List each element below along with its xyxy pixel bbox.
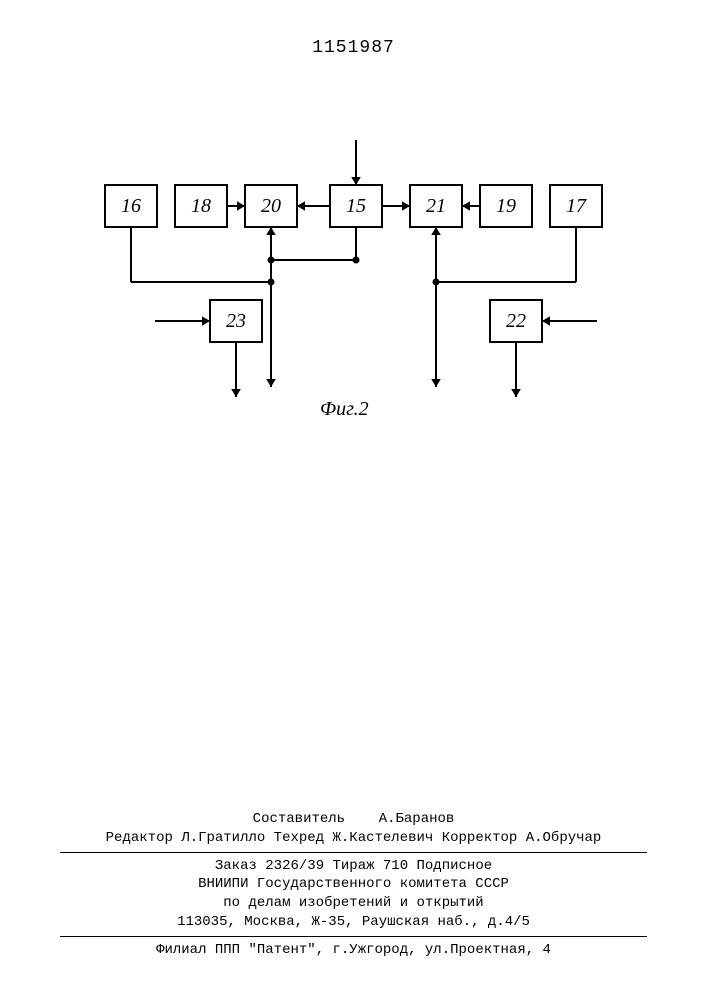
block-label-17: 17: [566, 195, 587, 217]
footer-line-order: Заказ 2326/39 Тираж 710 Подписное: [60, 857, 647, 876]
compiler-name: А.Баранов: [379, 811, 455, 827]
page: 1151987 161820152119172322 Фиг.2 Состави…: [0, 0, 707, 1000]
block-label-20: 20: [261, 195, 281, 217]
block-label-21: 21: [426, 195, 446, 217]
block-label-19: 19: [496, 195, 516, 217]
footer-line-compiler: Составитель А.Баранов: [60, 810, 647, 829]
footer-block: Составитель А.Баранов Редактор Л.Гратилл…: [60, 810, 647, 960]
footer-separator-1: [60, 852, 647, 853]
compiler-label: Составитель: [253, 811, 345, 827]
block-diagram: 16 18 20 15 21 19 17 23 22: [0, 0, 707, 430]
block-label-18: 18: [191, 195, 211, 217]
footer-separator-2: [60, 936, 647, 937]
figure-label: Фиг.2: [320, 398, 369, 421]
footer-line-branch: Филиал ППП "Патент", г.Ужгород, ул.Проек…: [60, 941, 647, 960]
footer-line-addr1: 113035, Москва, Ж-35, Раушская наб., д.4…: [60, 913, 647, 932]
block-label-16: 16: [121, 195, 141, 217]
block-label-23: 23: [226, 310, 246, 332]
block-label-15: 15: [346, 195, 366, 217]
footer-line-editors: Редактор Л.Гратилло Техред Ж.Кастелевич …: [60, 829, 647, 848]
footer-line-org2: по делам изобретений и открытий: [60, 894, 647, 913]
block-label-22: 22: [506, 310, 526, 332]
footer-line-org1: ВНИИПИ Государственного комитета СССР: [60, 875, 647, 894]
